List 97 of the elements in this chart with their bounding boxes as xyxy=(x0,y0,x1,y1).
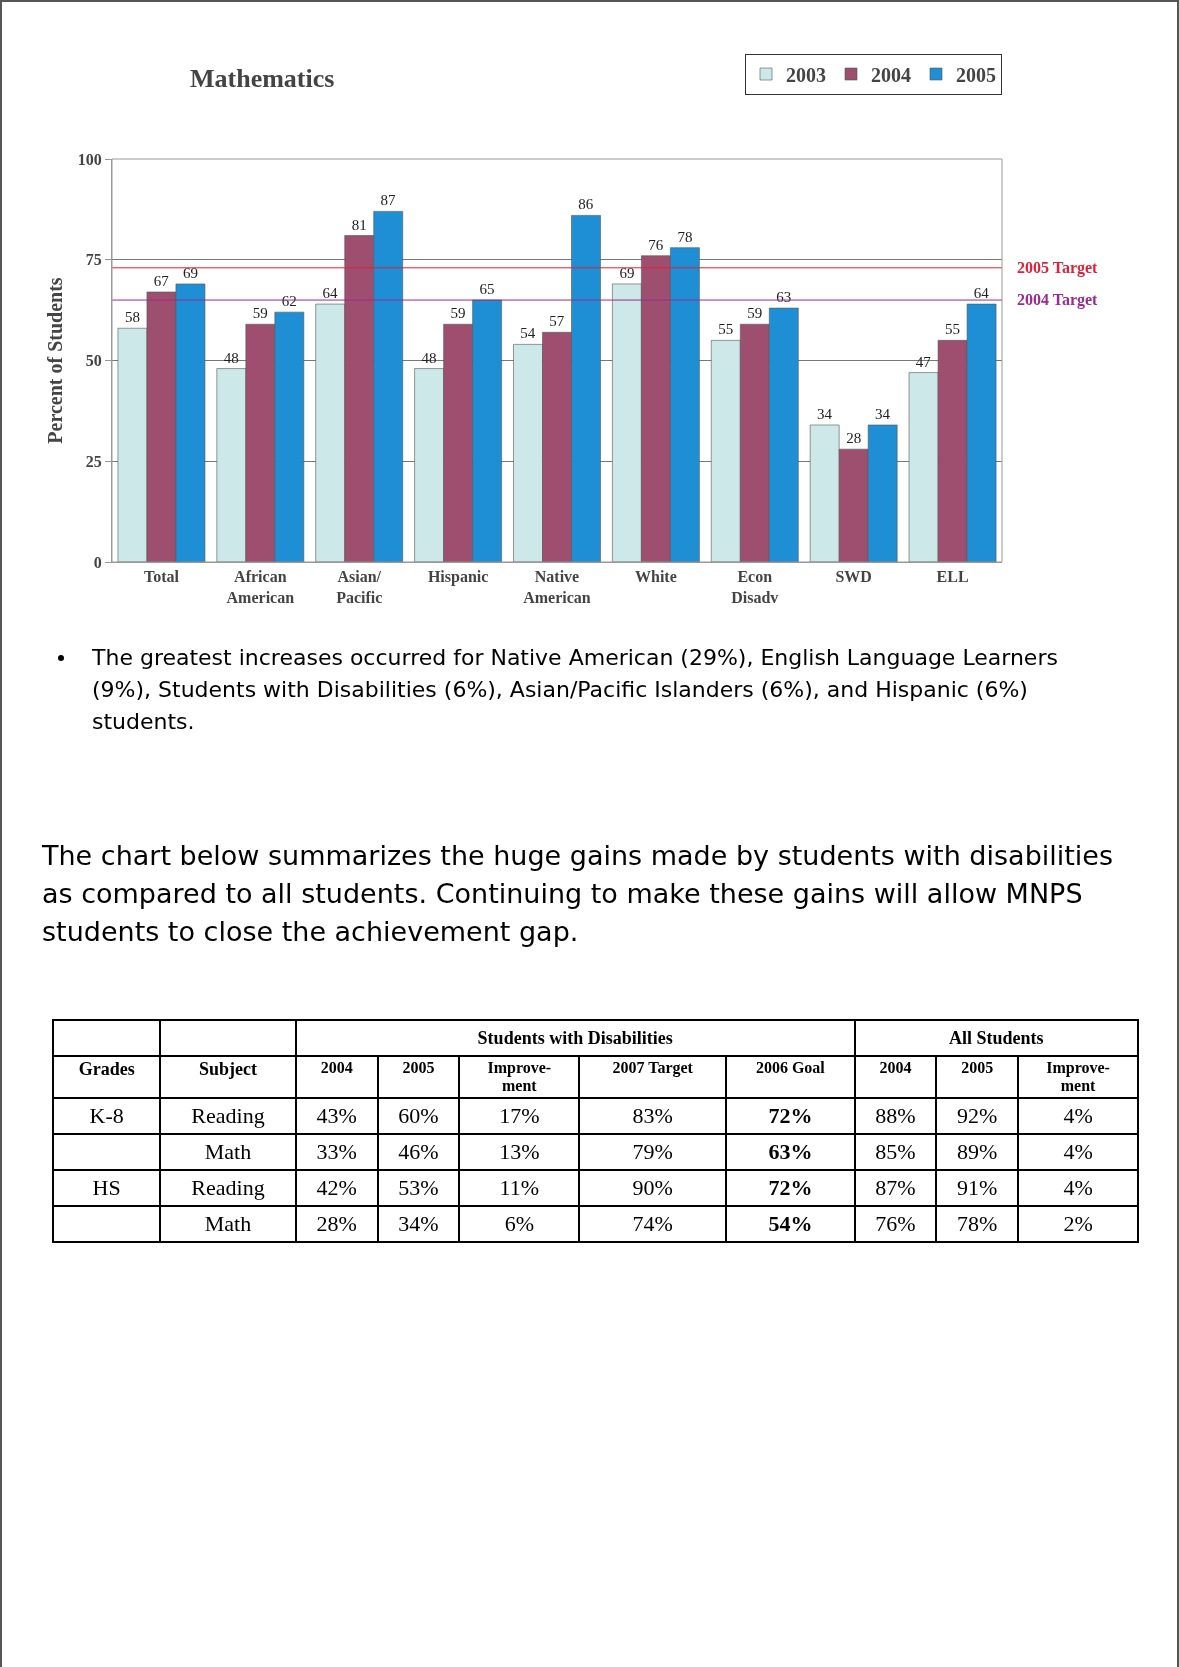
text: 2% xyxy=(1063,1211,1093,1236)
text: 88% xyxy=(875,1103,916,1128)
x-tick-label: Econ Disadv xyxy=(731,568,779,606)
data-label: 63 xyxy=(776,289,792,306)
text: 87% xyxy=(875,1175,916,1200)
ref-line-label: 2005 Target xyxy=(1017,259,1099,277)
text: 78% xyxy=(957,1211,998,1236)
category-label: 2005 xyxy=(936,1056,1019,1098)
category-label: Subject xyxy=(160,1056,296,1098)
data-label: 69 xyxy=(182,264,198,281)
category-label: 2006 Goal xyxy=(726,1056,855,1098)
chart-title: Mathematics xyxy=(190,64,335,94)
text: 11% xyxy=(499,1175,540,1200)
x-tick-label: ELL xyxy=(936,568,969,586)
y-tick-label: 100 xyxy=(77,150,102,168)
data-label: 65 xyxy=(479,281,495,298)
text: Math xyxy=(204,1211,252,1236)
text: 4% xyxy=(1063,1103,1093,1128)
text: 28% xyxy=(316,1211,357,1236)
text: 6% xyxy=(504,1211,534,1236)
x-tick-label: African American xyxy=(226,568,295,606)
data-label: 34 xyxy=(816,405,833,422)
text: Reading xyxy=(191,1103,265,1128)
text: 92% xyxy=(957,1103,998,1128)
data-label: 86 xyxy=(578,196,594,213)
category-label: 2004 xyxy=(854,1056,937,1098)
data-label: 62 xyxy=(281,293,297,310)
legend-label: 2005 xyxy=(956,63,996,86)
x-tick-label: Hispanic xyxy=(427,568,489,587)
text: Math xyxy=(204,1139,252,1164)
data-label: 64 xyxy=(973,285,990,302)
text: 89% xyxy=(957,1139,998,1164)
category-label: 2005 xyxy=(377,1056,460,1098)
text: 76% xyxy=(875,1211,916,1236)
data-label: 54 xyxy=(520,325,536,342)
data-label: 87 xyxy=(380,192,396,209)
category-label: 2004 xyxy=(295,1056,378,1098)
text: Students with Disabilities xyxy=(295,1020,855,1056)
text: 4% xyxy=(1063,1175,1093,1200)
text: K-8 xyxy=(89,1103,124,1128)
x-tick-label: Asian/ Pacific xyxy=(336,568,383,606)
text: 33% xyxy=(316,1139,357,1164)
category-label: 2007 Target xyxy=(579,1056,727,1098)
data-label: 67 xyxy=(153,272,170,289)
legend-label: 2003 xyxy=(786,63,826,86)
data-label: 28 xyxy=(846,430,862,447)
data-label: 34 xyxy=(874,405,891,422)
category-label: Grades xyxy=(53,1056,161,1098)
ref-line-label: 2004 Target xyxy=(1017,291,1099,309)
text: 13% xyxy=(499,1139,540,1164)
text: 74% xyxy=(632,1211,673,1236)
x-tick-label: Total xyxy=(143,568,180,586)
text: All Students xyxy=(854,1020,1138,1056)
text: 85% xyxy=(875,1139,916,1164)
text: 46% xyxy=(398,1139,439,1164)
data-label: 55 xyxy=(718,321,734,338)
text: HS xyxy=(92,1175,121,1200)
data-label: 57 xyxy=(549,313,565,330)
x-tick-label: White xyxy=(635,568,677,586)
data-label: 78 xyxy=(677,228,693,245)
category-label: Improve-ment xyxy=(1018,1056,1138,1098)
text: 54% xyxy=(768,1211,813,1236)
y-tick-label: 25 xyxy=(85,452,102,470)
data-label: 59 xyxy=(252,305,268,322)
text: 17% xyxy=(499,1103,540,1128)
category-label: Improve-ment xyxy=(459,1056,580,1098)
text: 53% xyxy=(398,1175,439,1200)
data-label: 81 xyxy=(351,216,367,233)
data-label: 64 xyxy=(322,285,338,302)
text: 90% xyxy=(632,1175,673,1200)
data-label: 59 xyxy=(450,305,466,322)
y-tick-label: 50 xyxy=(85,352,102,370)
text: 91% xyxy=(957,1175,998,1200)
text: 72% xyxy=(768,1103,813,1128)
y-tick-label: 75 xyxy=(85,251,102,269)
text: The greatest increases occurred for Native American (29%), English Language Learners (9%), Students with Disabilities (6%), Asian/Pacific Islanders (6%), and Hispanic (6%) students. xyxy=(92,644,1059,736)
data-label: 55 xyxy=(945,321,961,338)
text: 72% xyxy=(768,1175,813,1200)
data-label: 69 xyxy=(619,264,635,281)
x-tick-label: Native American xyxy=(523,568,591,606)
data-label: 59 xyxy=(747,305,763,322)
data-label: 76 xyxy=(648,236,664,253)
text: 63% xyxy=(768,1139,813,1164)
y-tick-label: 0 xyxy=(93,553,102,571)
legend-label: 2004 xyxy=(871,63,911,86)
x-tick-label: SWD xyxy=(835,568,872,586)
text: 42% xyxy=(316,1175,357,1200)
text: 4% xyxy=(1063,1139,1093,1164)
text: 83% xyxy=(632,1103,673,1128)
text: Reading xyxy=(191,1175,265,1200)
text: 43% xyxy=(316,1103,357,1128)
data-label: 58 xyxy=(124,309,140,326)
text: The chart below summarizes the huge gains made by students with disabilities as compared to all students. Continuing to make these gains will allow MNPS students to close the achievement gap. xyxy=(42,839,1115,949)
y-axis-title: Percent of Students xyxy=(44,277,66,444)
text: 79% xyxy=(632,1139,673,1164)
text: 34% xyxy=(398,1211,439,1236)
text: 60% xyxy=(398,1103,439,1128)
